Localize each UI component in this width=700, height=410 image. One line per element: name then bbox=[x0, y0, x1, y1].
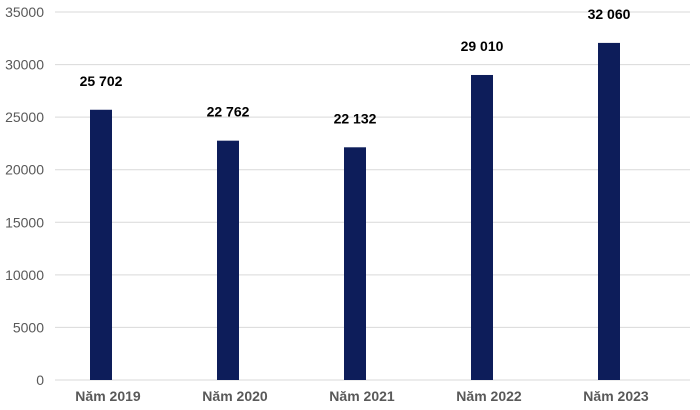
data-labels: 25 702 22 762 22 132 29 010 32 060 bbox=[80, 6, 631, 126]
gridlines bbox=[55, 11, 690, 381]
y-tick-label: 0 bbox=[36, 372, 44, 388]
x-tick-label: Năm 2023 bbox=[583, 388, 649, 404]
y-tick-label: 25000 bbox=[5, 109, 44, 125]
data-label: 25 702 bbox=[80, 73, 123, 89]
bar bbox=[471, 74, 493, 381]
y-tick-label: 35000 bbox=[5, 4, 44, 20]
data-label: 22 132 bbox=[334, 110, 377, 126]
y-tick-label: 30000 bbox=[5, 57, 44, 73]
bar bbox=[598, 42, 620, 381]
x-tick-label: Năm 2021 bbox=[329, 388, 395, 404]
y-tick-label: 10000 bbox=[5, 267, 44, 283]
bar bbox=[217, 140, 239, 380]
data-label: 29 010 bbox=[461, 38, 504, 54]
x-tick-label: Năm 2020 bbox=[202, 388, 268, 404]
x-axis-ticks: Năm 2019 Năm 2020 Năm 2021 Năm 2022 Năm 2023 bbox=[75, 388, 649, 404]
bars bbox=[90, 42, 620, 381]
bar bbox=[90, 109, 112, 380]
bar bbox=[344, 147, 366, 380]
x-tick-label: Năm 2022 bbox=[456, 388, 522, 404]
data-label: 32 060 bbox=[588, 6, 631, 22]
data-label: 22 762 bbox=[207, 104, 250, 120]
y-axis-ticks: 0 5000 10000 15000 20000 25000 30000 35000 bbox=[5, 4, 44, 388]
y-tick-label: 20000 bbox=[5, 162, 44, 178]
x-tick-label: Năm 2019 bbox=[75, 388, 141, 404]
y-tick-label: 5000 bbox=[13, 319, 44, 335]
y-tick-label: 15000 bbox=[5, 214, 44, 230]
